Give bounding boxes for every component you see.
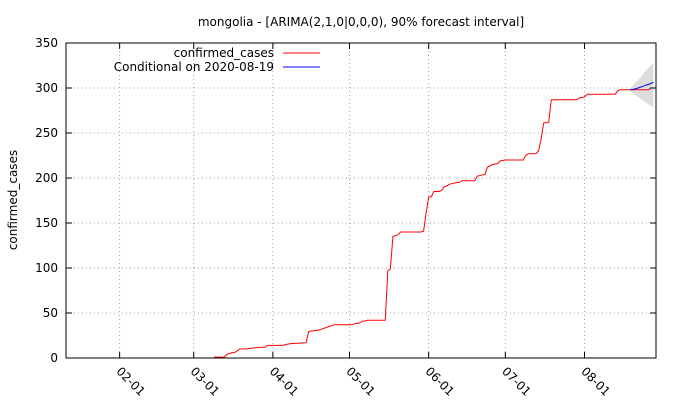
y-tick-label: 50 <box>43 306 58 320</box>
chart-title: mongolia - [ARIMA(2,1,0|0,0,0), 90% fore… <box>198 15 524 29</box>
y-tick-label: 150 <box>35 216 58 230</box>
x-tick-label: 06-01 <box>423 364 458 399</box>
y-tick-label: 350 <box>35 36 58 50</box>
x-tick-label: 03-01 <box>188 364 223 399</box>
forecast-interval-layer <box>630 62 654 108</box>
forecast-interval-band <box>630 62 654 108</box>
y-axis-label: confirmed_cases <box>6 150 20 250</box>
legend-label: Conditional on 2020-08-19 <box>114 60 274 74</box>
conditional-forecast-line <box>630 81 654 91</box>
grid <box>66 42 656 359</box>
series-layer <box>214 81 654 358</box>
y-tick-label: 300 <box>35 81 58 95</box>
x-tick-label: 05-01 <box>343 364 378 399</box>
x-tick-label: 07-01 <box>499 364 534 399</box>
x-tick-label: 02-01 <box>114 364 149 399</box>
y-tick-label: 100 <box>35 261 58 275</box>
y-tick-label: 250 <box>35 126 58 140</box>
ticks: 0 50 100 150 200 250 300 350 02-01 03-01 04-01 05-0… <box>35 36 656 399</box>
x-tick-label: 04-01 <box>267 364 302 399</box>
confirmed-cases-line <box>214 87 652 358</box>
y-tick-label: 0 <box>50 351 58 365</box>
legend-label: confirmed_cases <box>174 46 274 60</box>
plot-frame <box>65 42 657 359</box>
y-tick-label: 200 <box>35 171 58 185</box>
x-tick-label: 08-01 <box>578 364 613 399</box>
